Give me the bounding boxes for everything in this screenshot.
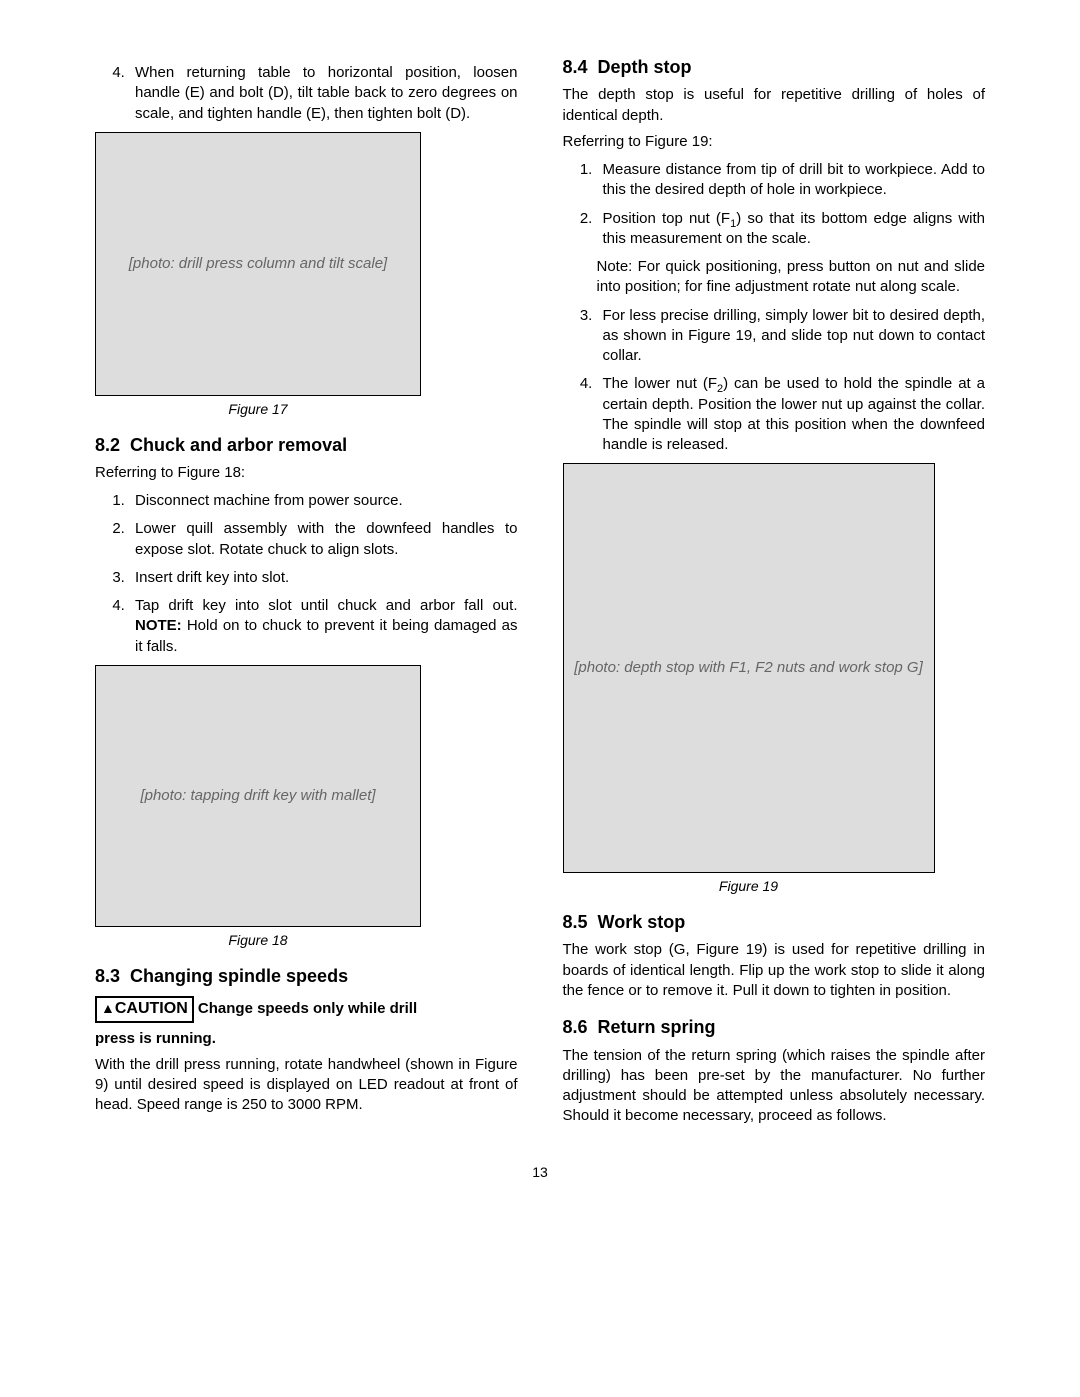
section-8-4-intro: The depth stop is useful for repetitive …: [563, 85, 986, 126]
left-column: When returning table to horizontal posit…: [95, 55, 518, 1133]
section-8-2-ref: Referring to Figure 18:: [95, 463, 518, 483]
figure-18-caption: Figure 18: [95, 931, 421, 950]
figure-19-image: [photo: depth stop with F1, F2 nuts and …: [563, 463, 935, 873]
figure-19-caption: Figure 19: [563, 877, 935, 896]
list-item: Insert drift key into slot.: [129, 568, 518, 588]
list-item: Disconnect machine from power source.: [129, 491, 518, 511]
warning-icon: ▲: [101, 1000, 115, 1016]
caution-line: ▲CAUTION Change speeds only while drill: [95, 996, 518, 1023]
section-8-2-heading: 8.2 Chuck and arbor removal: [95, 433, 518, 457]
section-8-2-list: Disconnect machine from power source. Lo…: [95, 491, 518, 657]
section-8-5-body: The work stop (G, Figure 19) is used for…: [563, 940, 986, 1001]
section-8-6-body: The tension of the return spring (which …: [563, 1046, 986, 1127]
continued-list: When returning table to horizontal posit…: [95, 63, 518, 124]
section-8-4-ref: Referring to Figure 19:: [563, 132, 986, 152]
list-item: Lower quill assembly with the downfeed h…: [129, 519, 518, 560]
section-8-4-note: Note: For quick positioning, press butto…: [597, 257, 986, 298]
page-number: 13: [95, 1163, 985, 1182]
section-8-4-heading: 8.4 Depth stop: [563, 55, 986, 79]
list-item: For less precise drilling, simply lower …: [597, 306, 986, 367]
section-8-6-heading: 8.6 Return spring: [563, 1015, 986, 1039]
list-item: Position top nut (F1) so that its bottom…: [597, 209, 986, 250]
section-8-3-body: With the drill press running, rotate han…: [95, 1055, 518, 1116]
caution-badge: ▲CAUTION: [95, 996, 194, 1023]
list-item: Measure distance from tip of drill bit t…: [597, 160, 986, 201]
section-8-5-heading: 8.5 Work stop: [563, 910, 986, 934]
figure-17-caption: Figure 17: [95, 400, 421, 419]
list-item: Tap drift key into slot until chuck and …: [129, 596, 518, 657]
caution-continuation: press is running.: [95, 1029, 518, 1049]
section-8-4-list-cont: For less precise drilling, simply lower …: [563, 306, 986, 456]
figure-17-image: [photo: drill press column and tilt scal…: [95, 132, 421, 396]
list-item: The lower nut (F2) can be used to hold t…: [597, 374, 986, 455]
figure-18-image: [photo: tapping drift key with mallet]: [95, 665, 421, 927]
list-item: When returning table to horizontal posit…: [129, 63, 518, 124]
right-column: 8.4 Depth stop The depth stop is useful …: [563, 55, 986, 1133]
section-8-3-heading: 8.3 Changing spindle speeds: [95, 964, 518, 988]
section-8-4-list: Measure distance from tip of drill bit t…: [563, 160, 986, 249]
